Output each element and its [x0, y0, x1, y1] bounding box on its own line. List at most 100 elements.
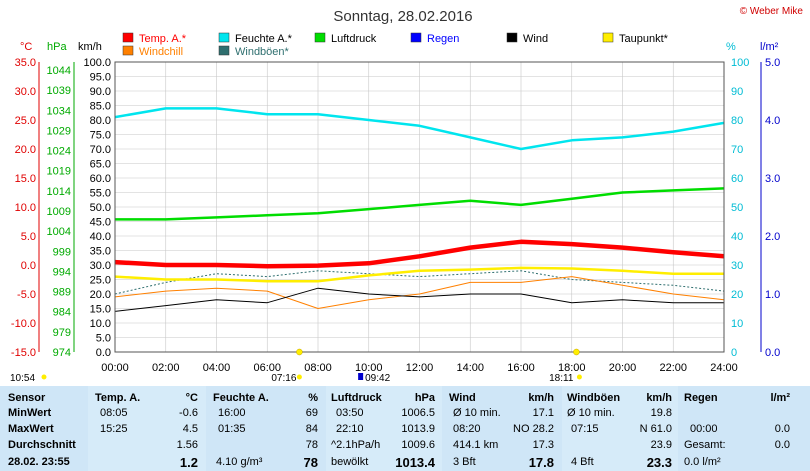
- sunrise-icon: [296, 348, 303, 356]
- legend-label: Temp. A.*: [139, 33, 187, 45]
- credit-text: © Weber Mike: [740, 6, 804, 17]
- pressure-column: [326, 386, 442, 471]
- press-trend: ^2.1hPa/h: [331, 439, 381, 451]
- press-tick-label: 1009: [47, 206, 71, 218]
- wind-tick-label: 35.0: [90, 246, 111, 258]
- rain-tick-label: 0.0: [765, 347, 780, 359]
- hum-tick-label: 30: [731, 260, 743, 272]
- time-tick-label: 24:00: [710, 362, 738, 374]
- time-tick-label: 20:00: [609, 362, 637, 374]
- legend-swatch: [602, 32, 614, 43]
- avg-label: Durchschnitt: [8, 439, 76, 451]
- legend-swatch: [314, 32, 326, 43]
- wind-tick-label: 85.0: [90, 101, 111, 113]
- temp-tick-label: 0.0: [21, 260, 36, 272]
- temp-header: Temp. A.: [95, 392, 141, 404]
- temp-tick-label: -15.0: [11, 347, 36, 359]
- wind-axis-unit: km/h: [78, 41, 102, 53]
- press-tick-label: 1004: [47, 226, 71, 238]
- temp-tick-label: 35.0: [15, 57, 36, 69]
- wind-avg-value: 17.3: [532, 439, 554, 451]
- gust-header: Windböen: [567, 392, 621, 404]
- time-tick-label: 18:00: [558, 362, 586, 374]
- hum-tick-label: 10: [731, 318, 743, 330]
- gust-current-value: 23.3: [646, 455, 672, 470]
- rain-total-label: Gesamt:: [684, 439, 726, 451]
- wind-tick-label: 45.0: [90, 217, 111, 229]
- hum-max-value: 84: [305, 423, 318, 435]
- press-tick-label: 999: [53, 246, 71, 258]
- wind-tick-label: 20.0: [90, 289, 111, 301]
- gust-avg-value: 23.9: [650, 439, 672, 451]
- gust-column: [562, 386, 678, 471]
- time-tick-label: 14:00: [456, 362, 484, 374]
- press-tick-label: 1029: [47, 125, 71, 137]
- press-tick-label: 1034: [47, 105, 71, 117]
- sunset-time: 18:11: [549, 373, 574, 384]
- wind-tick-label: 40.0: [90, 231, 111, 243]
- legend-swatch: [122, 45, 134, 56]
- time-tick-label: 08:00: [304, 362, 332, 374]
- press-unit: hPa: [414, 392, 435, 404]
- plot-grid: [114, 61, 725, 353]
- wind-tick-label: 100.0: [83, 57, 111, 69]
- hum-tick-label: 50: [731, 202, 743, 214]
- wind-tick-label: 5.0: [96, 333, 111, 345]
- rain-tick-label: 4.0: [765, 115, 780, 127]
- gust-max-time: 07:15: [571, 423, 599, 435]
- sunset-icon: [573, 348, 580, 356]
- wind-tick-label: 15.0: [90, 304, 111, 316]
- temp-tick-label: 30.0: [15, 86, 36, 98]
- wind-tick-label: 80.0: [90, 115, 111, 127]
- hum-tick-label: 60: [731, 173, 743, 185]
- legend-swatch: [218, 45, 230, 56]
- temp-tick-label: 15.0: [15, 173, 36, 185]
- press-tick-label: 1014: [47, 186, 71, 198]
- legend-swatch: [218, 32, 230, 43]
- temp-tick-label: -5.0: [17, 289, 36, 301]
- press-tick-label: 1024: [47, 146, 71, 158]
- rain-tick-label: 3.0: [765, 173, 780, 185]
- rain-tick-label: 5.0: [765, 57, 780, 69]
- time-tick-label: 02:00: [152, 362, 180, 374]
- wind-tick-label: 10.0: [90, 318, 111, 330]
- chart-series: [114, 107, 725, 312]
- press-avg-value: 1009.6: [401, 439, 435, 451]
- sun-moon-markers: 10:54 07:16 09:42 18:11: [10, 348, 582, 384]
- hum-current-value: 78: [303, 455, 318, 470]
- rain-max-time: 00:00: [690, 423, 718, 435]
- press-tick-label: 1044: [47, 65, 71, 77]
- hum-tick-label: 80: [731, 115, 743, 127]
- press-header: Luftdruck: [331, 392, 382, 404]
- sensor-header: Sensor: [8, 392, 46, 404]
- max-label: MaxWert: [8, 423, 54, 435]
- press-min-time: 03:50: [336, 407, 364, 419]
- wind-tick-label: 90.0: [90, 86, 111, 98]
- time-tick-label: 10:00: [355, 362, 383, 374]
- wind-avg10-value: 17.1: [532, 407, 554, 419]
- wind-unit: km/h: [528, 392, 554, 404]
- press-tick-label: 1019: [47, 166, 71, 178]
- hum-header: Feuchte A.: [213, 392, 269, 404]
- legend-swatch: [122, 32, 134, 43]
- hum-tick-label: 40: [731, 231, 743, 243]
- moonset-time: 09:42: [365, 373, 390, 384]
- wind-distance: 414.1 km: [453, 439, 499, 451]
- press-min-value: 1006.5: [401, 407, 435, 419]
- legend-label: Windböen*: [235, 46, 290, 58]
- temp-avg-value: 1.56: [176, 439, 198, 451]
- press-axis-unit: hPa: [47, 41, 67, 53]
- press-tick-label: 989: [53, 287, 71, 299]
- press-forecast: bewölkt: [331, 456, 369, 468]
- legend-label: Luftdruck: [331, 33, 377, 45]
- gust-avg10-value: 19.8: [650, 407, 672, 419]
- hum-tick-label: 20: [731, 289, 743, 301]
- hum-unit: %: [308, 392, 318, 404]
- gust-avg10-label: Ø 10 min.: [567, 407, 615, 419]
- rain-total-value: 0.0: [774, 439, 790, 451]
- temp-current-value: 1.2: [179, 455, 198, 470]
- temp-tick-label: -10.0: [11, 318, 36, 330]
- rain-unit: l/m²: [770, 392, 790, 404]
- wind-header: Wind: [449, 392, 476, 404]
- hum-min-time: 16:00: [218, 407, 246, 419]
